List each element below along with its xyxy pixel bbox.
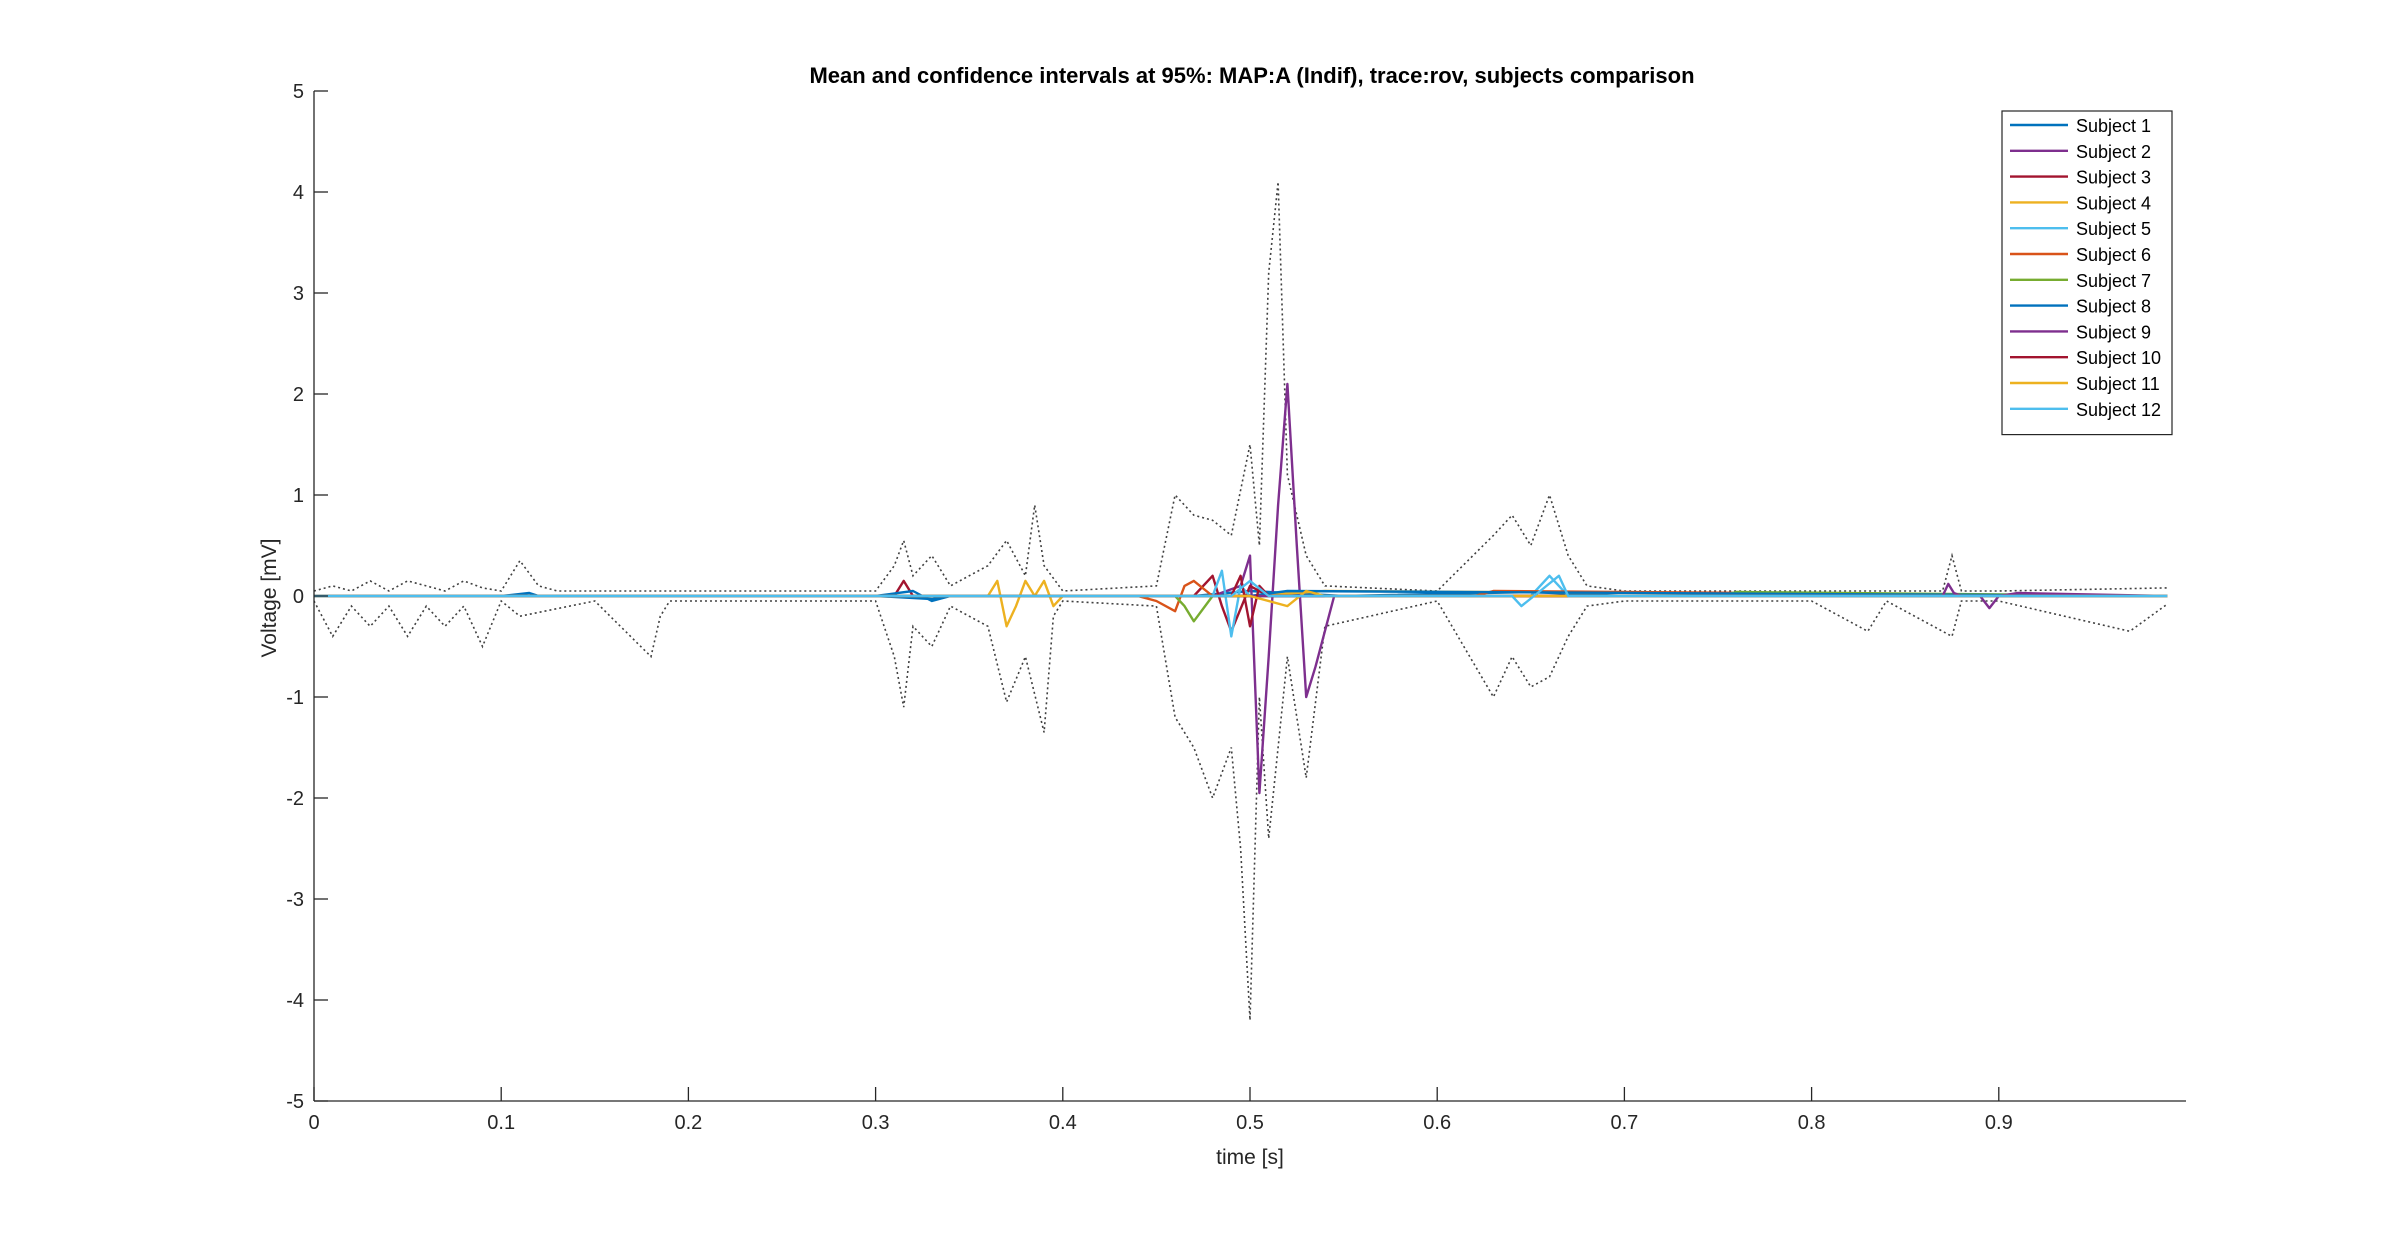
x-tick-label: 0.5 <box>1236 1112 1264 1134</box>
x-axis-label: time [s] <box>1216 1146 1284 1169</box>
x-tick-label: 0.9 <box>1985 1112 2013 1134</box>
confidence-bound-1 <box>314 181 2168 592</box>
legend-label-subject-6: Subject 6 <box>2076 245 2151 265</box>
legend-label-subject-3: Subject 3 <box>2076 168 2151 188</box>
y-axis-label: Voltage [mV] <box>258 538 281 657</box>
tick-labels: 0 0.1 0.2 0.3 0.4 0.5 0.6 0.7 0.8 0.9 -5 -4 -3 -2 -1 0 1… <box>286 81 2013 1134</box>
y-tick-label: -3 <box>286 889 304 911</box>
series-layer <box>314 382 2168 795</box>
legend-box <box>2001 110 2173 436</box>
y-tick-label: -1 <box>286 687 304 709</box>
legend-label-subject-10: Subject 10 <box>2076 348 2161 368</box>
legend-label-subject-5: Subject 5 <box>2076 219 2151 239</box>
y-tick-label: 3 <box>293 283 304 305</box>
y-tick-label: -4 <box>286 990 304 1012</box>
legend-label-subject-4: Subject 4 <box>2076 193 2151 213</box>
y-tick-label: 5 <box>293 81 304 103</box>
x-tick-label: 0.3 <box>862 1112 890 1134</box>
legend-label-subject-11: Subject 11 <box>2076 374 2160 394</box>
series-line-subject-6 <box>314 579 2168 613</box>
y-tick-label: 1 <box>293 485 304 507</box>
x-tick-label: 0.8 <box>1798 1112 1826 1134</box>
legend-label-subject-8: Subject 8 <box>2076 297 2151 317</box>
confidence-interval-layer <box>314 181 2168 1021</box>
y-tick-label: 2 <box>293 384 304 406</box>
legend-label-subject-7: Subject 7 <box>2076 271 2151 291</box>
y-tick-label: -5 <box>286 1091 304 1113</box>
confidence-bound-2 <box>314 599 2168 1021</box>
y-tick-label: -2 <box>286 788 304 810</box>
x-tick-label: 0.6 <box>1423 1112 1451 1134</box>
legend[interactable]: Subject 1 Subject 2 Subject 3 Subject 4 Subj… <box>2001 110 2173 436</box>
x-tick-label: 0.7 <box>1610 1112 1638 1134</box>
chart-title: Mean and confidence intervals at 95%: MA… <box>809 63 1694 88</box>
x-tick-label: 0 <box>308 1112 319 1134</box>
plot-area <box>314 181 2168 1021</box>
legend-label-subject-2: Subject 2 <box>2076 142 2151 162</box>
y-tick-label: 0 <box>293 586 304 608</box>
x-tick-label: 0.4 <box>1049 1112 1077 1134</box>
legend-label-subject-9: Subject 9 <box>2076 322 2151 342</box>
x-tick-label: 0.1 <box>487 1112 515 1134</box>
y-tick-label: 4 <box>293 182 304 204</box>
legend-label-subject-12: Subject 12 <box>2076 400 2161 420</box>
legend-label-subject-1: Subject 1 <box>2076 116 2151 136</box>
series-line-subject-12 <box>314 574 2168 608</box>
x-tick-label: 0.2 <box>674 1112 702 1134</box>
